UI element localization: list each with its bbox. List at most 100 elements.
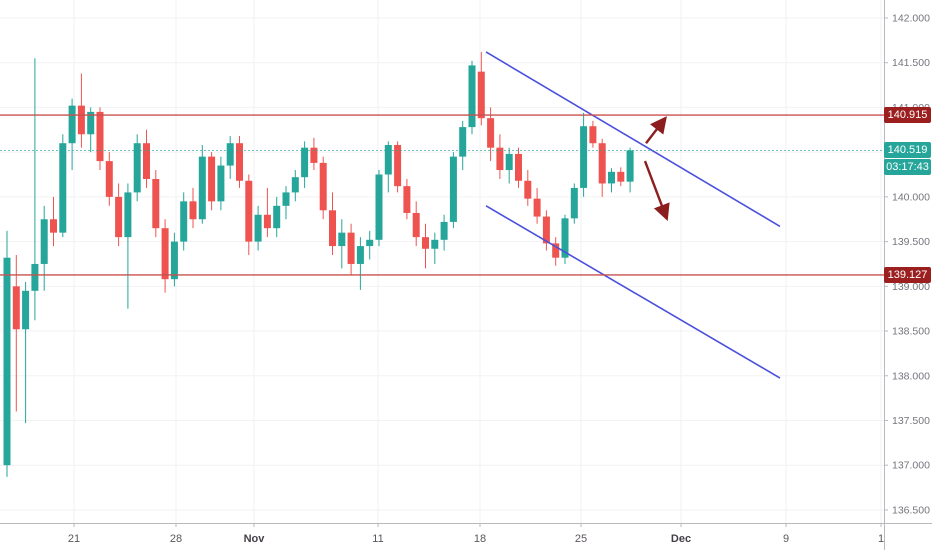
candle-body — [161, 228, 169, 280]
x-axis-tick-label: 21 — [68, 533, 80, 545]
candle-body — [12, 286, 20, 330]
y-axis-tick-label: 136.500 — [892, 504, 930, 516]
candle-body — [189, 201, 197, 220]
candle-body — [515, 153, 522, 181]
x-axis-tick-label: Nov — [244, 533, 266, 545]
candle-body — [384, 144, 392, 175]
candle-body — [570, 187, 578, 219]
candle-body — [143, 143, 150, 179]
candle-body — [459, 127, 467, 157]
x-axis-tick-label: 11 — [372, 533, 383, 545]
grid-layer — [0, 0, 884, 523]
y-axis-tick-label: 137.500 — [892, 415, 930, 427]
candle-body — [115, 196, 123, 238]
candle-body — [440, 221, 448, 240]
candle-body — [31, 263, 39, 291]
candle-body — [533, 198, 541, 217]
candle-body — [394, 144, 402, 187]
candle-body — [468, 65, 476, 128]
candle-body — [40, 219, 48, 264]
up-trend-arrow[interactable] — [645, 116, 667, 144]
candle-body — [524, 180, 532, 199]
candle-body — [282, 192, 290, 206]
candle-body — [226, 143, 234, 166]
y-axis-tick-label: 141.500 — [892, 57, 930, 69]
candle-countdown-label: 03:17:43 — [884, 159, 931, 176]
candle-body — [375, 174, 383, 240]
candle-body — [505, 153, 513, 171]
candle-body — [217, 165, 225, 202]
x-axis-tick-label: 28 — [170, 533, 182, 545]
x-axis-tick-label: 1 — [878, 533, 884, 545]
y-axis-tick-label: 138.500 — [892, 326, 930, 338]
candle-body — [87, 111, 95, 135]
candle-body — [273, 205, 281, 229]
candle-body — [403, 186, 411, 213]
channel-trendline[interactable] — [485, 205, 781, 379]
x-axis-tick-label: 18 — [474, 533, 486, 545]
candle-body — [50, 219, 57, 233]
candle-body — [617, 171, 625, 182]
y-axis-tick-label: 139.000 — [892, 281, 930, 293]
candle-body — [180, 201, 188, 242]
candle-body — [310, 147, 318, 163]
candle-body — [487, 118, 495, 148]
candles-layer — [3, 51, 634, 477]
candle-body — [422, 237, 429, 249]
candle-body — [170, 241, 178, 280]
candle-body — [626, 150, 634, 182]
candle-body — [124, 192, 132, 238]
candle-body — [263, 214, 271, 229]
candle-body — [198, 156, 206, 220]
candle-body — [561, 218, 569, 258]
candle-body — [338, 232, 346, 247]
y-axis-tick-label: 137.000 — [892, 460, 930, 472]
down-trend-arrow[interactable] — [643, 160, 670, 222]
last-price-label: 140.519 — [884, 142, 931, 159]
candle-body — [68, 105, 76, 144]
candle-body — [133, 143, 141, 193]
candle-body — [580, 126, 588, 188]
candle-body — [319, 162, 327, 211]
x-axis-tick-label: Dec — [671, 533, 691, 545]
candle-body — [208, 156, 216, 202]
candle-body — [291, 177, 299, 193]
candle-body — [366, 239, 374, 247]
candle-body — [3, 257, 11, 466]
candle-body — [496, 147, 504, 171]
price-scale[interactable]: 142.000141.500141.000140.500140.000139.5… — [884, 12, 930, 516]
candle-body — [542, 216, 550, 244]
candle-body — [96, 111, 104, 162]
time-scale[interactable]: 21 28 Nov 11 18 25 Dec 9 1 — [68, 523, 884, 545]
candle-body — [608, 171, 615, 184]
candle-body — [236, 143, 243, 181]
resistance-price-label[interactable]: 140.915 — [884, 107, 931, 124]
channel-trendline[interactable] — [485, 51, 781, 228]
candle-body — [105, 161, 113, 197]
candle-body — [77, 105, 85, 135]
y-axis-tick-label: 139.500 — [892, 236, 930, 248]
candle-body — [254, 214, 262, 242]
candle-body — [329, 210, 336, 247]
candle-body — [598, 143, 606, 184]
candle-body — [245, 180, 253, 242]
y-axis-tick-label: 138.000 — [892, 370, 930, 382]
candle-body — [552, 243, 560, 258]
candle-body — [22, 290, 30, 330]
candle-body — [477, 71, 485, 119]
candle-body — [301, 147, 309, 178]
candle-body — [59, 143, 67, 233]
y-axis-tick-label: 140.000 — [892, 191, 930, 203]
candle-body — [412, 212, 420, 238]
candle-body — [152, 178, 160, 229]
candle-body — [449, 156, 457, 222]
support-price-label[interactable]: 139.127 — [884, 266, 931, 283]
y-axis-tick-label: 142.000 — [892, 12, 930, 24]
candle-body — [356, 246, 364, 264]
candle-body — [589, 126, 597, 144]
x-axis-tick-label: 25 — [575, 533, 587, 545]
candle-body — [347, 232, 355, 264]
x-axis-tick-label: 9 — [783, 533, 789, 545]
